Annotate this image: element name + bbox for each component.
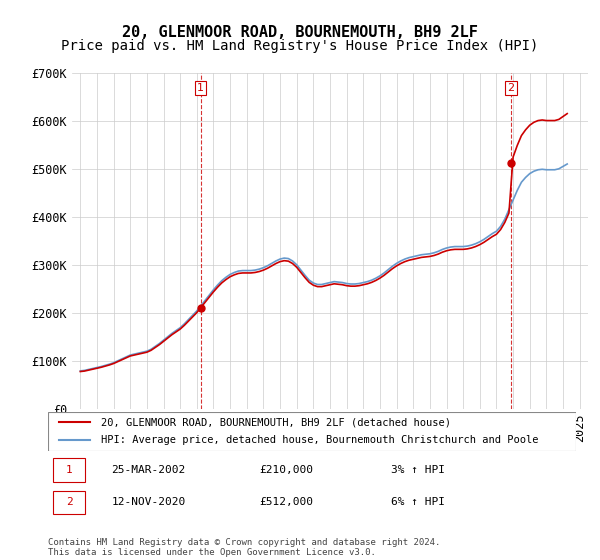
Text: £512,000: £512,000 [259,497,313,507]
Text: 3% ↑ HPI: 3% ↑ HPI [391,465,445,475]
Text: 1: 1 [66,465,73,475]
Text: Price paid vs. HM Land Registry's House Price Index (HPI): Price paid vs. HM Land Registry's House … [61,39,539,53]
FancyBboxPatch shape [53,491,85,514]
Text: 20, GLENMOOR ROAD, BOURNEMOUTH, BH9 2LF: 20, GLENMOOR ROAD, BOURNEMOUTH, BH9 2LF [122,25,478,40]
Text: HPI: Average price, detached house, Bournemouth Christchurch and Poole: HPI: Average price, detached house, Bour… [101,435,538,445]
Text: Contains HM Land Registry data © Crown copyright and database right 2024.
This d: Contains HM Land Registry data © Crown c… [48,538,440,557]
Text: 20, GLENMOOR ROAD, BOURNEMOUTH, BH9 2LF (detached house): 20, GLENMOOR ROAD, BOURNEMOUTH, BH9 2LF … [101,417,451,427]
Text: 1: 1 [197,83,204,93]
FancyBboxPatch shape [48,412,576,451]
Text: 2: 2 [66,497,73,507]
Text: 12-NOV-2020: 12-NOV-2020 [112,497,185,507]
FancyBboxPatch shape [53,458,85,482]
Text: 2: 2 [508,83,514,93]
Text: £210,000: £210,000 [259,465,313,475]
Text: 6% ↑ HPI: 6% ↑ HPI [391,497,445,507]
Text: 25-MAR-2002: 25-MAR-2002 [112,465,185,475]
